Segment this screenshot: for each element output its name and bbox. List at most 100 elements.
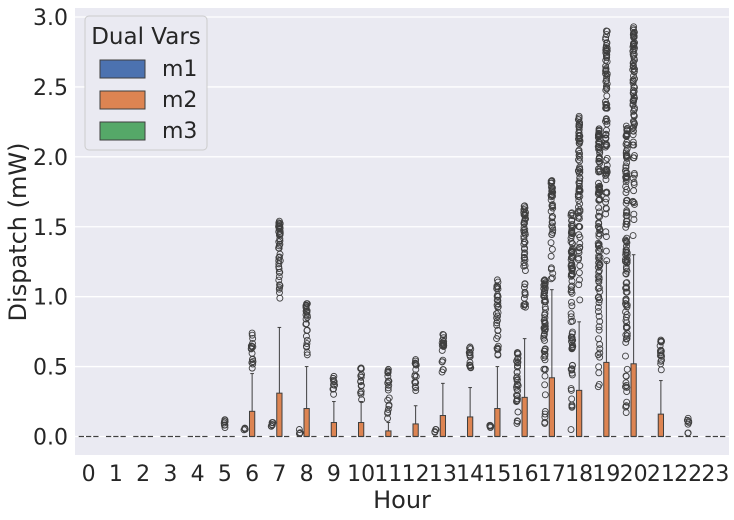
box [494, 408, 501, 437]
outlier-point [541, 418, 549, 426]
outlier-point [684, 414, 692, 422]
outlier-point [603, 154, 611, 162]
outlier-point [494, 303, 502, 311]
outlier-point [603, 141, 611, 149]
x-axis-label: Hour [373, 486, 431, 514]
outlier-point [521, 291, 529, 299]
box-group [220, 416, 229, 438]
outlier-point [596, 159, 604, 167]
box-group [465, 343, 475, 438]
outlier-point [384, 372, 392, 380]
outlier-point [595, 252, 603, 260]
outlier-point [630, 26, 637, 34]
outlier-point [622, 173, 630, 181]
outlier-point [602, 156, 610, 164]
outlier-point [602, 115, 610, 123]
outlier-point [296, 429, 304, 437]
outlier-point [622, 183, 630, 191]
box-group [329, 372, 339, 438]
outlier-point [630, 123, 638, 131]
outlier-point [275, 263, 283, 271]
outlier-point [569, 317, 576, 325]
box-group [247, 329, 257, 438]
outlier-point [541, 276, 549, 284]
outlier-point [303, 327, 311, 334]
outlier-point [622, 372, 630, 380]
outlier-point [595, 326, 603, 334]
y-tick-label: 2.5 [33, 76, 68, 101]
outlier-point [576, 174, 584, 182]
outlier-point [303, 340, 311, 347]
legend-label-m2: m2 [162, 88, 197, 113]
outlier-point [576, 121, 584, 129]
outlier-point [602, 143, 610, 151]
outlier-point [575, 156, 582, 164]
outlier-point [439, 341, 447, 348]
outlier-point [520, 238, 528, 246]
x-tick-label: 14 [456, 462, 484, 487]
outlier-point [548, 222, 556, 230]
outlier-point [329, 385, 337, 393]
outlier-point [595, 219, 603, 227]
outlier-point [622, 381, 630, 389]
outlier-point [384, 386, 392, 394]
outlier-point [541, 289, 549, 296]
outlier-point [630, 83, 638, 91]
outlier-point [384, 384, 392, 392]
outlier-point [514, 387, 522, 395]
outlier-point [576, 157, 584, 165]
outlier-point [440, 338, 448, 345]
outlier-point [357, 373, 365, 381]
box [412, 423, 419, 438]
outlier-point [629, 63, 637, 71]
outlier-point [657, 346, 665, 354]
outlier-point [520, 245, 528, 253]
outlier-point [575, 179, 583, 187]
outlier-point [594, 133, 602, 141]
outlier-point [514, 358, 522, 366]
outlier-point [412, 366, 420, 373]
outlier-point [622, 403, 630, 411]
outlier-point [622, 220, 630, 228]
outlier-point [275, 231, 283, 239]
outlier-point [623, 283, 630, 291]
outlier-point [657, 336, 665, 344]
outlier-point [603, 74, 610, 82]
outlier-point [295, 426, 303, 433]
outlier-point [595, 130, 603, 137]
outlier-point [276, 253, 283, 261]
outlier-point [630, 92, 638, 100]
outlier-point [602, 78, 610, 85]
box [276, 392, 283, 438]
outlier-point [602, 189, 610, 196]
outlier-point [275, 285, 283, 293]
outlier-point [622, 199, 630, 207]
outlier-point [567, 385, 575, 393]
outlier-point [248, 356, 256, 364]
outlier-point [493, 276, 501, 284]
outlier-point [622, 270, 630, 278]
outlier-point [567, 310, 575, 318]
outlier-point [602, 167, 610, 175]
outlier-point [303, 307, 311, 315]
outlier-point [494, 344, 501, 352]
outlier-point [568, 260, 576, 268]
outlier-point [248, 329, 256, 337]
outlier-point [247, 342, 255, 350]
legend-frame [84, 15, 208, 151]
outlier-point [602, 210, 610, 218]
outlier-point [547, 275, 555, 283]
outlier-point [603, 165, 611, 173]
outlier-point [330, 390, 338, 398]
outlier-point [602, 104, 610, 111]
outlier-point [568, 341, 576, 349]
outlier-point [622, 162, 630, 170]
outlier-point [541, 366, 549, 374]
box [630, 363, 637, 437]
outlier-point [466, 351, 474, 359]
x-tick-label: 15 [483, 462, 511, 487]
outlier-point [575, 269, 583, 277]
box-group [438, 330, 448, 438]
outlier-point [657, 351, 665, 359]
outlier-point [541, 356, 549, 364]
